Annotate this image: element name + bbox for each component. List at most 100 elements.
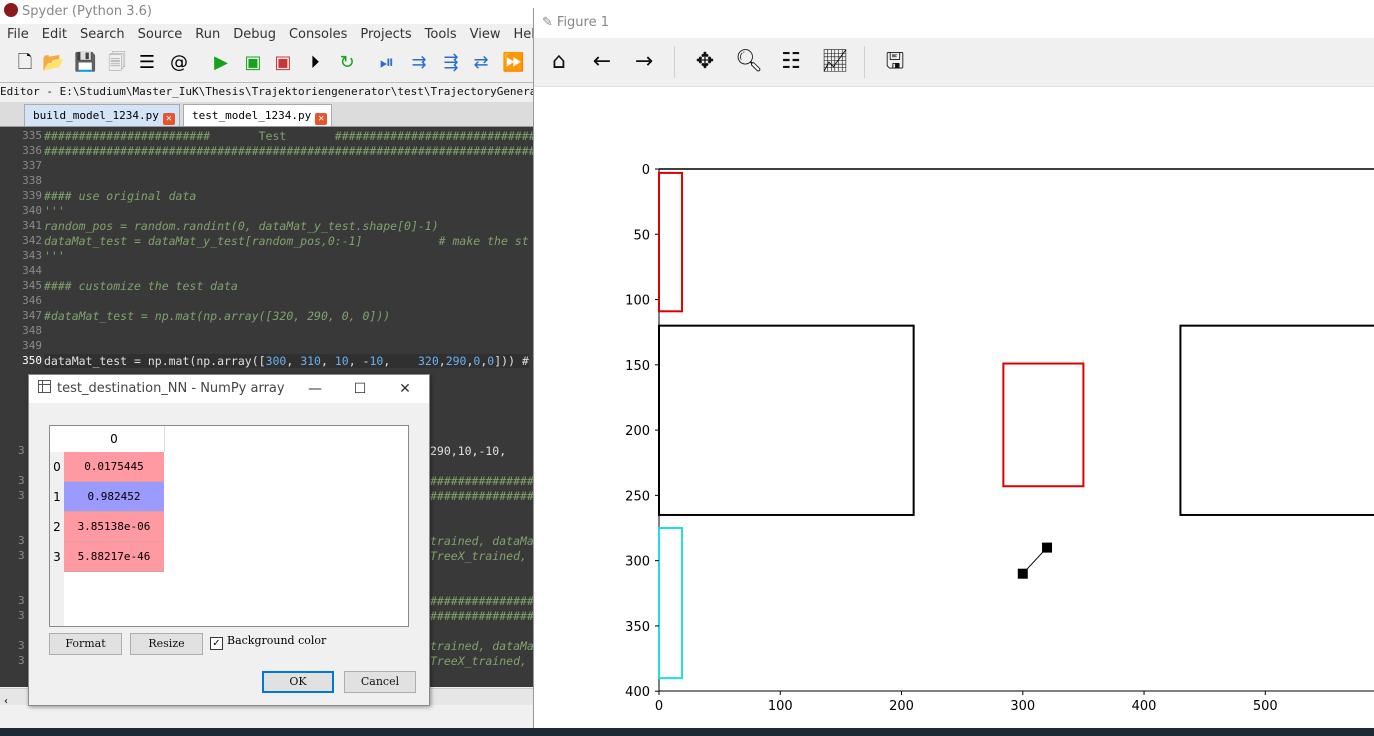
line-number: 3 (18, 549, 25, 562)
back-arrow-icon[interactable]: ← (592, 49, 612, 74)
row-header-gutter (50, 452, 64, 626)
home-icon[interactable]: ⌂ (552, 49, 566, 74)
at-icon[interactable]: @ (170, 52, 188, 73)
run-cell-icon[interactable]: ▣ (244, 52, 262, 73)
ok-button[interactable]: OK (262, 671, 334, 693)
obstacle-rect (1179, 324, 1374, 516)
format-button[interactable]: Format (49, 633, 122, 655)
continue-icon[interactable]: ⏩ (502, 52, 525, 73)
dialog-title: test_destination_NN - NumPy array (57, 381, 285, 396)
figure-app-icon: ✎ (542, 15, 553, 30)
data-point (1042, 542, 1053, 553)
line-number: 3 (18, 639, 25, 652)
line-number: 3 (18, 534, 25, 547)
configure-subplots-icon[interactable]: ☷ (781, 49, 801, 74)
code-line: TreeX_trained, (430, 549, 527, 563)
step-return-icon[interactable]: ⇄ (473, 52, 489, 73)
line-number: 3 (18, 609, 25, 622)
array-grid[interactable]: 0 0 0.0175445 1 0.982452 2 3.85138e-06 3 5.8821… (49, 425, 409, 627)
table-icon (38, 380, 51, 393)
y-tick-label: 200 (625, 424, 650, 439)
save-file-icon[interactable]: 💾 (74, 52, 97, 73)
zoom-icon[interactable]: 🔍︎ (735, 49, 763, 74)
menu-source[interactable]: Source (137, 27, 183, 42)
data-point (1017, 568, 1028, 579)
step-icon[interactable]: ⇉ (411, 52, 427, 73)
line-number: 3 (18, 474, 25, 487)
row-header[interactable]: 3 (53, 550, 61, 564)
column-header[interactable]: 0 (64, 426, 165, 452)
cancel-button[interactable]: Cancel (344, 671, 416, 693)
step-into-icon[interactable]: ⇶ (443, 52, 459, 73)
line-number: 346 (22, 294, 42, 307)
array-cell[interactable]: 5.88217e-46 (64, 542, 164, 572)
figure-toolbar: ⌂ ← → ✥ 🔍︎ ☷ 📈︎ 🖫 (534, 38, 1374, 87)
array-cell[interactable]: 3.85138e-06 (64, 512, 164, 542)
y-tick-label: 100 (625, 294, 650, 309)
menu-tools[interactable]: Tools (424, 27, 457, 42)
save-icon[interactable]: 🖫 (885, 49, 905, 74)
code-line: #dataMat_test = np.mat(np.array([320, 29… (44, 309, 391, 323)
menu-file[interactable]: File (7, 27, 29, 42)
menu-projects[interactable]: Projects (360, 27, 412, 42)
line-number: 347 (22, 309, 42, 322)
line-number: 343 (22, 249, 42, 262)
y-tick-label: 50 (633, 228, 650, 243)
line-number: 338 (22, 174, 42, 187)
figure-window: ✎ Figure 1 ⌂ ← → ✥ 🔍︎ ☷ 📈︎ 🖫 0 100 200 300 40… (533, 8, 1374, 728)
pan-icon[interactable]: ✥ (695, 49, 715, 74)
y-tick-label: 150 (625, 359, 650, 374)
row-header[interactable]: 0 (53, 460, 61, 474)
menu-edit[interactable]: Edit (41, 27, 67, 42)
edit-axes-icon[interactable]: 📈︎ (821, 49, 849, 74)
menu-run[interactable]: Run (195, 27, 221, 42)
x-tick-label: 0 (655, 699, 663, 714)
open-file-icon[interactable]: 📂 (42, 52, 65, 73)
menu-debug[interactable]: Debug (233, 27, 276, 42)
x-tick-label: 300 (1010, 699, 1035, 714)
menu-search[interactable]: Search (79, 27, 125, 42)
close-icon[interactable]: ✕ (399, 381, 411, 397)
line-number: 349 (22, 339, 42, 352)
scroll-left-icon[interactable]: ‹ (4, 696, 8, 707)
menu-consoles[interactable]: Consoles (288, 27, 348, 42)
obstacle-rect (658, 324, 915, 516)
resize-button[interactable]: Resize (130, 633, 203, 655)
line-number: 339 (22, 189, 42, 202)
editor-tabs: build_model_1234.py ✕ test_model_1234.py ✕ (0, 102, 533, 127)
background-color-checkbox[interactable]: ✓ (210, 637, 223, 650)
tab-label: test_model_1234.py (192, 109, 312, 122)
new-file-icon[interactable]: 🗋 (17, 52, 33, 73)
save-all-icon[interactable]: 🗐 (108, 52, 126, 73)
y-tick-label: 0 (642, 163, 650, 178)
code-line: 290,10,-10, 3 (430, 444, 533, 458)
line-number: 3 (18, 654, 25, 667)
close-tab-icon[interactable]: ✕ (162, 113, 175, 125)
close-tab-icon[interactable]: ✕ (315, 113, 328, 125)
row-header[interactable]: 2 (53, 520, 61, 534)
minimize-icon[interactable]: — (308, 381, 322, 397)
run-cell-advance-icon[interactable]: ▣ (274, 52, 292, 73)
figure-titlebar: ✎ Figure 1 (534, 8, 1374, 38)
debug-icon[interactable]: ⏯ (379, 52, 395, 73)
maximize-icon[interactable]: ☐ (353, 381, 367, 397)
menu-view[interactable]: View (469, 27, 501, 42)
editor-tab[interactable]: test_model_1234.py ✕ (183, 104, 333, 126)
run-selection-icon[interactable]: ⏵ (310, 52, 320, 73)
menubar: File Edit Search Source Run Debug Consoles Proj… (0, 24, 543, 46)
code-line: #### use original data (44, 189, 197, 203)
rerun-icon[interactable]: ↻ (339, 52, 355, 73)
x-tick-label: 200 (889, 699, 914, 714)
code-line: ''' (44, 204, 65, 218)
editor-tab[interactable]: build_model_1234.py ✕ (24, 104, 180, 126)
x-tick-label: 400 (1132, 699, 1157, 714)
array-cell[interactable]: 0.0175445 (64, 452, 164, 482)
code-line: ################## (430, 474, 533, 488)
line-number: 3 (18, 444, 25, 457)
array-cell[interactable]: 0.982452 (64, 482, 164, 512)
run-icon[interactable]: ▶ (214, 52, 228, 73)
row-header[interactable]: 1 (53, 490, 61, 504)
forward-arrow-icon[interactable]: → (634, 49, 654, 74)
list-icon[interactable]: ☰ (138, 52, 156, 73)
line-number: 341 (22, 219, 42, 232)
